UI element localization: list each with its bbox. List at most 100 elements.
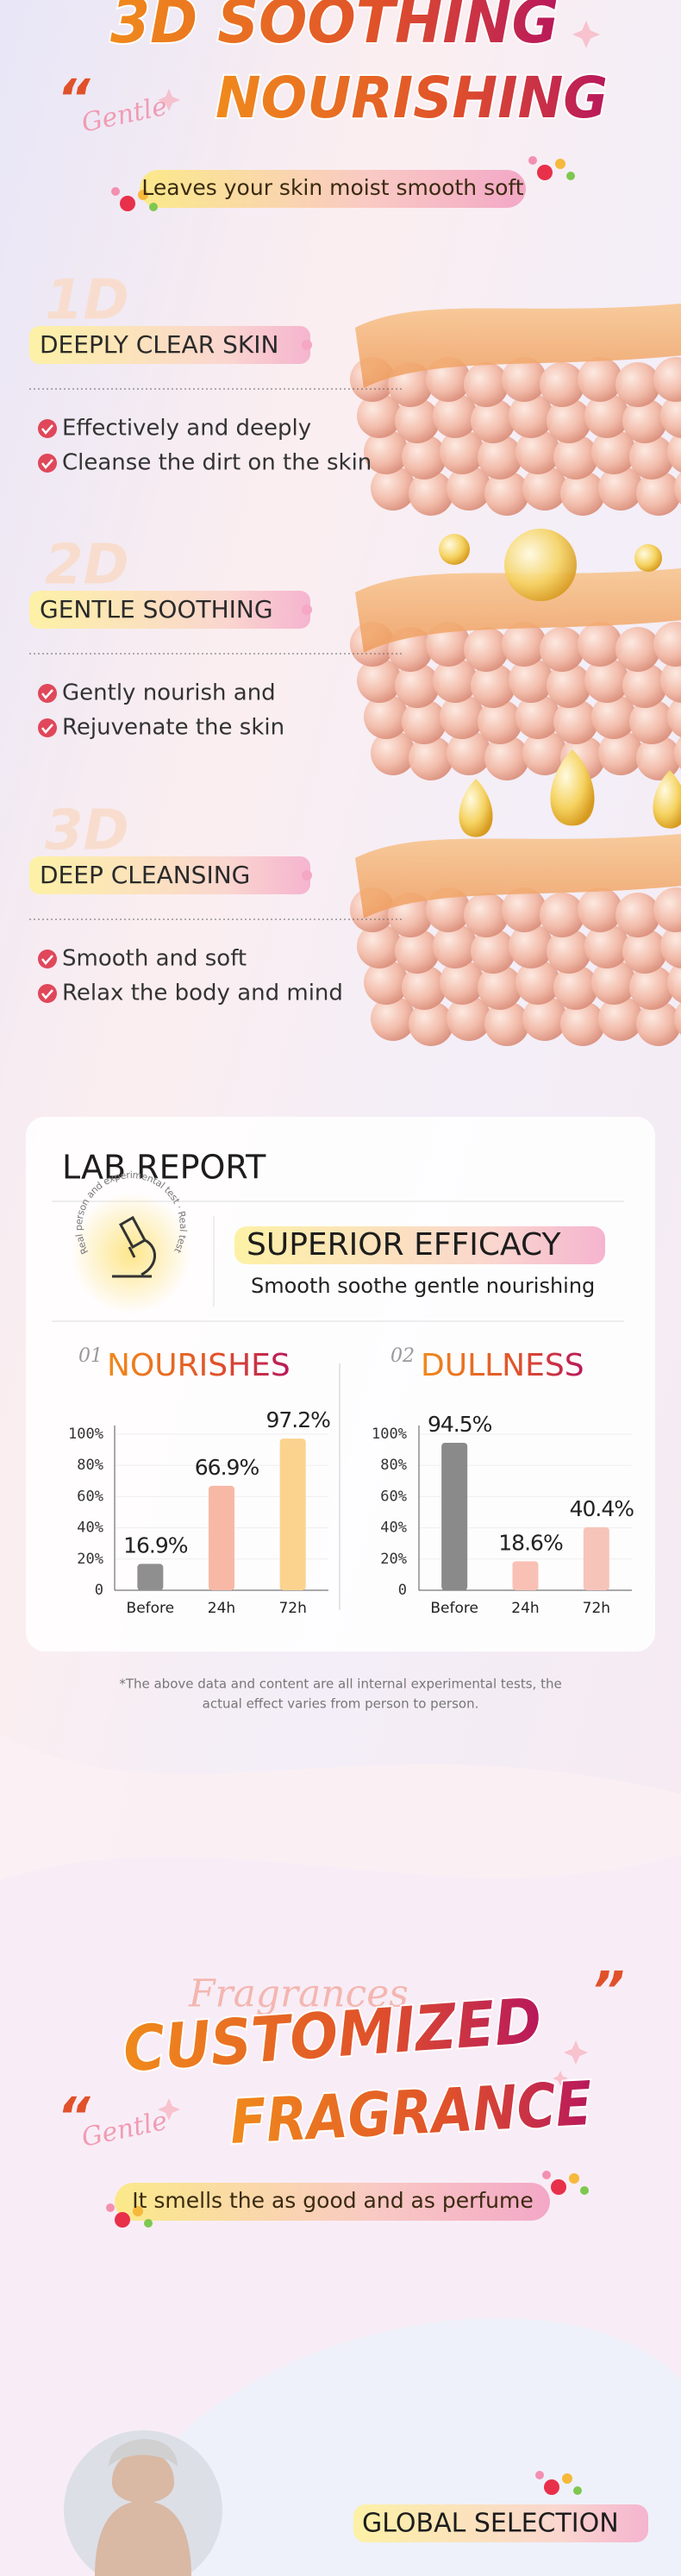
decoration bbox=[149, 203, 158, 211]
bar bbox=[279, 1438, 306, 1590]
value-label: 40.4% bbox=[570, 1496, 634, 1521]
skin-cell bbox=[371, 466, 415, 511]
skin-cell bbox=[395, 929, 440, 974]
decoration bbox=[542, 2171, 551, 2179]
feature-point: Effectively and deeply bbox=[62, 416, 311, 442]
skin-cell bbox=[598, 730, 643, 775]
skin-cell bbox=[540, 627, 584, 672]
skin-cell bbox=[478, 965, 522, 1010]
skin-layer bbox=[355, 833, 681, 918]
quote-mark: ” bbox=[591, 1961, 625, 2021]
skin-cell bbox=[540, 893, 584, 937]
y-tick-label: 40% bbox=[380, 1520, 407, 1537]
serum-drop bbox=[653, 770, 681, 829]
skin-cell bbox=[547, 663, 591, 708]
feature-title: GENTLE SOOTHING bbox=[40, 595, 273, 624]
skin-cell bbox=[674, 472, 681, 505]
check-mark bbox=[41, 459, 53, 470]
skin-cell bbox=[409, 736, 453, 780]
skin-cell bbox=[629, 699, 674, 744]
feature-number: 2D bbox=[45, 534, 129, 598]
y-tick-label: 20% bbox=[380, 1551, 407, 1568]
check-mark bbox=[41, 424, 53, 436]
bar bbox=[512, 1561, 539, 1590]
y-tick-label: 80% bbox=[380, 1457, 407, 1474]
skin-cell bbox=[433, 924, 478, 968]
footnote: actual effect varies from person to pers… bbox=[203, 1696, 479, 1712]
skin-cell bbox=[357, 924, 402, 968]
tagline-pill bbox=[115, 2183, 550, 2221]
feature-title: DEEP CLEANSING bbox=[40, 861, 250, 889]
headline: FRAGRANCE bbox=[228, 2068, 594, 2158]
skin-cell bbox=[553, 435, 598, 479]
feature-point: Cleanse the dirt on the skin bbox=[62, 450, 372, 476]
skin-cell bbox=[471, 663, 515, 708]
skin-illustration bbox=[350, 749, 681, 1046]
chart-title: DULLNESS bbox=[421, 1348, 584, 1383]
skin-cell bbox=[636, 736, 681, 780]
skin-cell bbox=[502, 622, 547, 667]
skin-cell bbox=[440, 960, 484, 1005]
skin-cell bbox=[598, 996, 643, 1041]
bar bbox=[441, 1442, 468, 1590]
skin-cell bbox=[409, 471, 453, 516]
skin-cell bbox=[395, 663, 440, 708]
decoration bbox=[144, 2219, 153, 2228]
serum-drop bbox=[550, 749, 595, 826]
decoration bbox=[566, 172, 575, 180]
check-mark bbox=[41, 724, 53, 735]
skin-cell bbox=[629, 965, 674, 1010]
decoration bbox=[115, 2212, 130, 2228]
skin-cell bbox=[636, 471, 681, 516]
skin-cell bbox=[578, 357, 622, 402]
skin-cell bbox=[598, 466, 643, 511]
check-icon bbox=[38, 718, 57, 737]
skin-cell bbox=[433, 658, 478, 703]
check-mark bbox=[41, 689, 53, 700]
skin-cell bbox=[547, 929, 591, 974]
skin-cell bbox=[674, 736, 681, 769]
feature-point: Rejuvenate the skin bbox=[62, 715, 284, 741]
star bbox=[553, 2071, 568, 2086]
decoration bbox=[106, 2203, 115, 2212]
skin-cell bbox=[660, 924, 681, 968]
decoration bbox=[573, 2486, 582, 2495]
serum-drop bbox=[459, 779, 493, 837]
portrait-hair bbox=[109, 2439, 178, 2466]
skin-cell bbox=[447, 466, 491, 511]
skin-cell bbox=[478, 699, 522, 744]
skin-cell bbox=[515, 960, 560, 1005]
y-tick-label: 20% bbox=[77, 1551, 103, 1568]
skin-cell bbox=[371, 730, 415, 775]
serum-drop bbox=[634, 544, 662, 572]
decoration bbox=[569, 2173, 579, 2184]
skin-cell bbox=[584, 393, 629, 438]
tagline: Leaves your skin moist smooth soft bbox=[141, 175, 523, 200]
check-icon bbox=[38, 454, 57, 473]
skin-cell bbox=[471, 398, 515, 443]
decoration bbox=[537, 165, 553, 180]
skin-cell bbox=[560, 471, 605, 516]
skin-cell bbox=[660, 658, 681, 703]
skin-cell bbox=[357, 658, 402, 703]
feature-point: Relax the body and mind bbox=[62, 981, 343, 1006]
decoration bbox=[580, 2186, 589, 2195]
check-mark bbox=[41, 955, 53, 966]
y-tick-label: 100% bbox=[372, 1426, 407, 1443]
decoration bbox=[544, 2479, 559, 2495]
y-tick-label: 40% bbox=[77, 1520, 103, 1537]
skin-cell bbox=[484, 736, 529, 780]
skin-cell bbox=[653, 887, 681, 932]
decoration bbox=[302, 605, 312, 615]
skin-illustration bbox=[350, 303, 681, 516]
skin-cell bbox=[667, 962, 681, 1003]
skin-cell bbox=[447, 996, 491, 1041]
skin-cell bbox=[615, 893, 660, 937]
headline: 3D SOOTHING bbox=[110, 0, 559, 57]
skin-cell bbox=[484, 471, 529, 516]
decoration bbox=[551, 2179, 566, 2195]
footnote: *The above data and content are all inte… bbox=[119, 1677, 561, 1692]
skin-cell bbox=[402, 965, 447, 1010]
x-tick-label: 24h bbox=[208, 1600, 235, 1617]
skin-cell bbox=[409, 1001, 453, 1046]
